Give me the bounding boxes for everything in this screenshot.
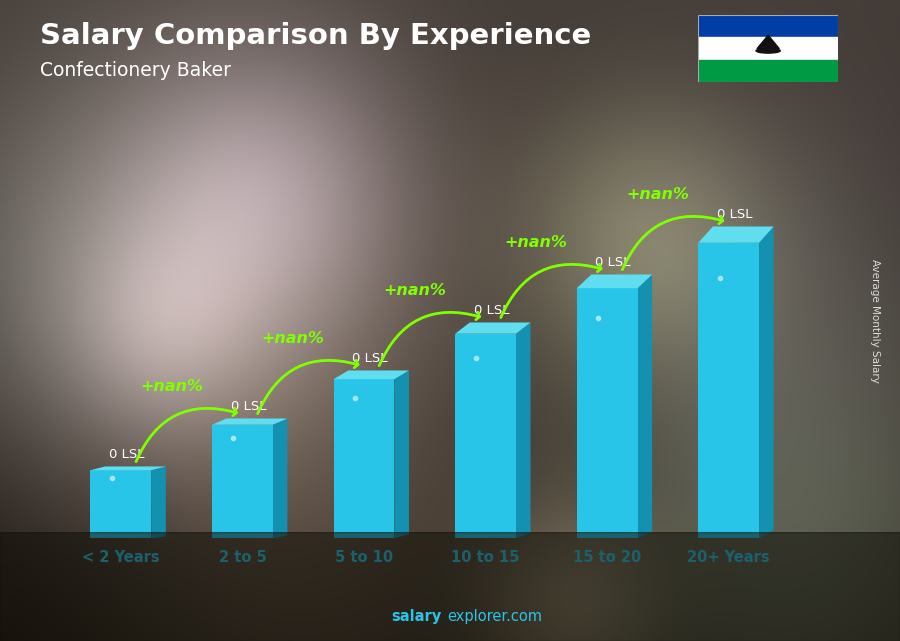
Text: +nan%: +nan% xyxy=(505,235,568,250)
Polygon shape xyxy=(212,425,273,538)
Polygon shape xyxy=(698,243,759,538)
Bar xyxy=(698,15,838,37)
Text: Confectionery Baker: Confectionery Baker xyxy=(40,61,231,80)
Polygon shape xyxy=(516,322,530,538)
Text: 0 LSL: 0 LSL xyxy=(716,208,752,221)
Text: explorer.com: explorer.com xyxy=(447,609,543,624)
Polygon shape xyxy=(637,274,652,538)
Polygon shape xyxy=(455,322,530,334)
Text: +nan%: +nan% xyxy=(626,187,689,202)
Polygon shape xyxy=(151,467,166,538)
Text: +nan%: +nan% xyxy=(140,379,202,394)
Text: 0 LSL: 0 LSL xyxy=(230,399,266,413)
Text: Salary Comparison By Experience: Salary Comparison By Experience xyxy=(40,22,592,51)
Polygon shape xyxy=(455,334,516,538)
Polygon shape xyxy=(394,370,409,538)
Bar xyxy=(698,37,838,60)
Polygon shape xyxy=(698,226,774,243)
Polygon shape xyxy=(334,379,394,538)
Text: +nan%: +nan% xyxy=(383,283,446,298)
Text: salary: salary xyxy=(392,609,442,624)
Polygon shape xyxy=(757,35,779,49)
Ellipse shape xyxy=(756,48,780,53)
Polygon shape xyxy=(91,467,166,470)
Text: 0 LSL: 0 LSL xyxy=(473,304,509,317)
Text: 0 LSL: 0 LSL xyxy=(352,351,388,365)
Polygon shape xyxy=(334,370,409,379)
Bar xyxy=(698,60,838,82)
Text: 0 LSL: 0 LSL xyxy=(109,447,144,460)
Text: Average Monthly Salary: Average Monthly Salary xyxy=(869,258,880,383)
Polygon shape xyxy=(759,226,774,538)
Polygon shape xyxy=(273,419,287,538)
Polygon shape xyxy=(212,419,287,425)
Text: 0 LSL: 0 LSL xyxy=(595,256,631,269)
Polygon shape xyxy=(91,470,151,538)
Polygon shape xyxy=(577,274,652,288)
Polygon shape xyxy=(577,288,637,538)
Text: +nan%: +nan% xyxy=(262,331,324,346)
